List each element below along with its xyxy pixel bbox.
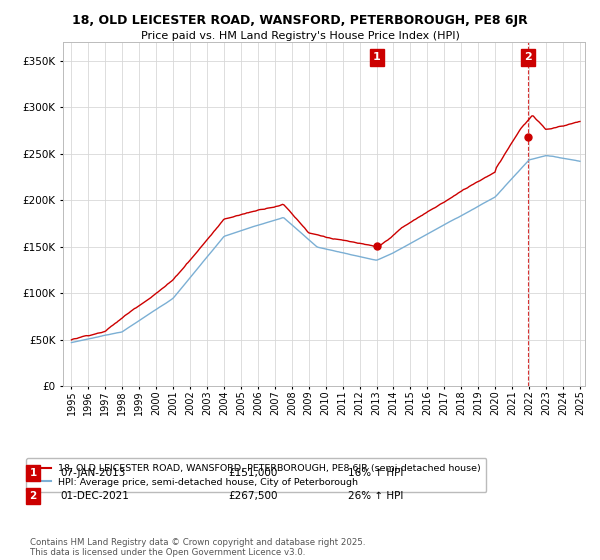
Legend: 18, OLD LEICESTER ROAD, WANSFORD, PETERBOROUGH, PE8 6JR (semi-detached house), H: 18, OLD LEICESTER ROAD, WANSFORD, PETERB… [26, 458, 487, 492]
Text: £151,000: £151,000 [228, 468, 277, 478]
Text: Price paid vs. HM Land Registry's House Price Index (HPI): Price paid vs. HM Land Registry's House … [140, 31, 460, 41]
Text: 1: 1 [373, 52, 381, 62]
Text: 2: 2 [29, 491, 37, 501]
Text: £267,500: £267,500 [228, 491, 277, 501]
Text: 18, OLD LEICESTER ROAD, WANSFORD, PETERBOROUGH, PE8 6JR: 18, OLD LEICESTER ROAD, WANSFORD, PETERB… [72, 14, 528, 27]
Text: 07-JAN-2013: 07-JAN-2013 [60, 468, 125, 478]
Text: 01-DEC-2021: 01-DEC-2021 [60, 491, 129, 501]
Text: 1: 1 [29, 468, 37, 478]
Text: 2: 2 [524, 52, 532, 62]
Text: Contains HM Land Registry data © Crown copyright and database right 2025.
This d: Contains HM Land Registry data © Crown c… [30, 538, 365, 557]
Text: 26% ↑ HPI: 26% ↑ HPI [348, 491, 403, 501]
Text: 16% ↑ HPI: 16% ↑ HPI [348, 468, 403, 478]
